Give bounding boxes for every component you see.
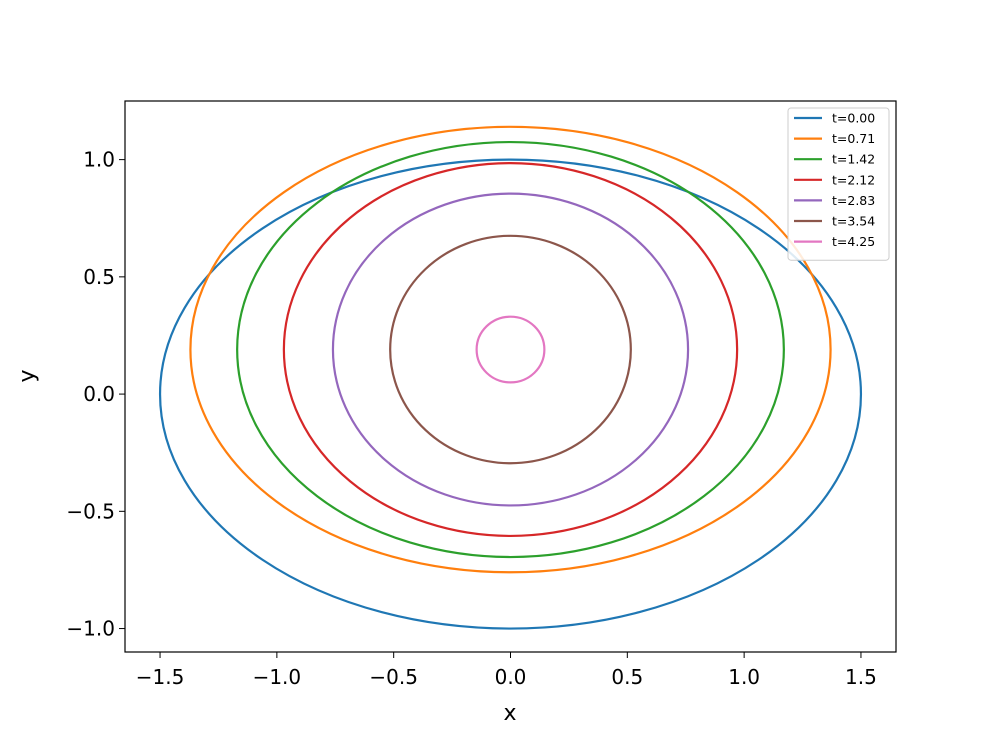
x-tick-label: −0.5: [369, 665, 418, 689]
x-tick-label: −1.0: [253, 665, 302, 689]
x-tick-label: 0.5: [611, 665, 643, 689]
series-curve-1: [189, 125, 832, 574]
x-tick-label: 0.0: [495, 665, 527, 689]
y-tick-label: 0.5: [83, 265, 115, 289]
series-curve-4: [331, 192, 690, 507]
y-axis-label: y: [15, 369, 40, 382]
series-curve-3: [282, 162, 739, 538]
x-tick-label: 1.5: [845, 665, 877, 689]
y-tick-label: −1.0: [66, 617, 115, 641]
plot-frame: [124, 100, 897, 653]
legend-label: t=2.83: [832, 193, 875, 208]
plot-curves: [158, 125, 863, 630]
legend: t=0.00 t=0.71 t=1.42 t=2.12 t=2.83 t=3.54 t=4.…: [787, 107, 890, 261]
y-tick-label: 0.0: [83, 382, 115, 406]
legend-label: t=0.00: [832, 111, 875, 126]
series-curve-0: [158, 158, 863, 630]
x-tick-label: −1.5: [136, 665, 185, 689]
y-tick-label: −0.5: [66, 499, 115, 523]
series-curve-2: [236, 140, 785, 559]
y-tick-label: 1.0: [83, 148, 115, 172]
x-tick-label: 1.0: [728, 665, 760, 689]
legend-label: t=2.12: [832, 172, 875, 187]
series-curve-5: [389, 234, 632, 465]
legend-label: t=4.25: [832, 234, 875, 249]
x-axis-label: x: [503, 701, 516, 726]
legend-label: t=1.42: [832, 152, 875, 167]
legend-label: t=3.54: [832, 214, 875, 229]
legend-label: t=0.71: [832, 131, 875, 146]
series-curve-6: [475, 315, 546, 384]
y-axis-ticks: −1.0 −0.5 0.0 0.5 1.0: [66, 148, 125, 641]
x-axis-ticks: −1.5 −1.0 −0.5 0.0 0.5 1.0 1.5: [136, 652, 877, 689]
legend-box: [787, 107, 890, 261]
